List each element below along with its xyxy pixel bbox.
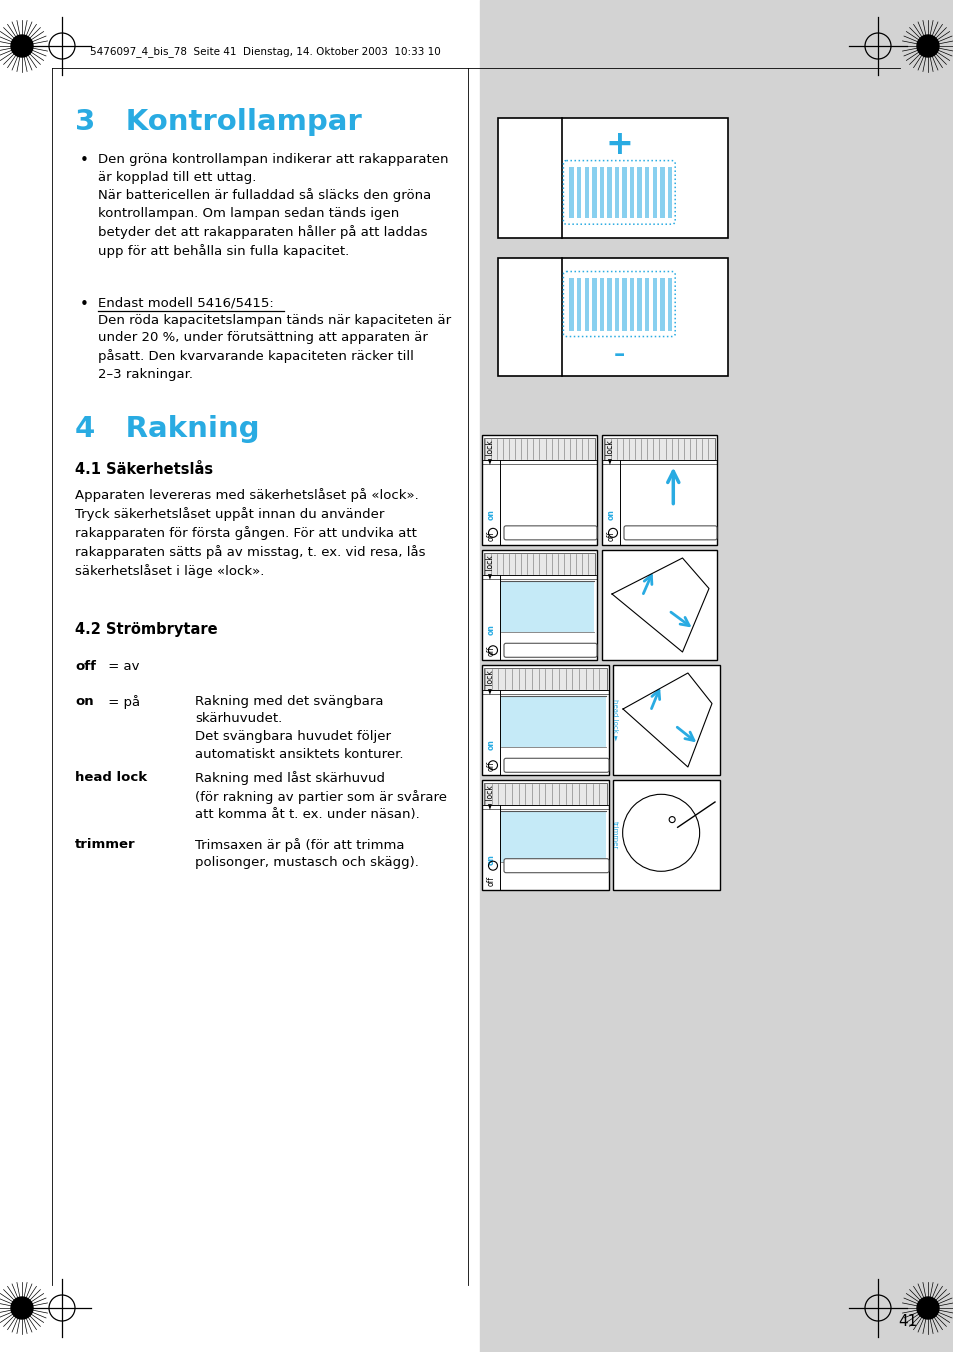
Text: off: off: [606, 531, 615, 541]
Bar: [614, 166, 618, 218]
Bar: [652, 277, 657, 330]
Text: on: on: [486, 623, 495, 634]
Text: Den gröna kontrollampan indikerar att rakapparaten
är kopplad till ett uttag.
Nä: Den gröna kontrollampan indikerar att ra…: [98, 153, 448, 258]
Bar: [483, 438, 595, 460]
Bar: [629, 166, 634, 218]
Text: on: on: [75, 695, 93, 708]
FancyBboxPatch shape: [563, 161, 675, 224]
Bar: [621, 166, 626, 218]
FancyBboxPatch shape: [563, 272, 675, 337]
Text: •: •: [80, 297, 89, 312]
Bar: [500, 696, 605, 748]
Bar: [601, 550, 717, 660]
Bar: [603, 438, 714, 460]
Text: 5476097_4_bis_78  Seite 41  Dienstag, 14. Oktober 2003  10:33 10: 5476097_4_bis_78 Seite 41 Dienstag, 14. …: [90, 46, 440, 57]
Circle shape: [916, 1297, 938, 1320]
FancyBboxPatch shape: [503, 758, 608, 772]
Bar: [599, 166, 603, 218]
Bar: [613, 780, 720, 890]
Text: Apparaten levereras med säkerhetslåset på «lock».
Tryck säkerhetslåset uppåt inn: Apparaten levereras med säkerhetslåset p…: [75, 488, 425, 577]
Bar: [592, 166, 596, 218]
Text: 4.1 Säkerhetslås: 4.1 Säkerhetslås: [75, 462, 213, 477]
Circle shape: [11, 35, 33, 57]
Bar: [606, 277, 611, 330]
Bar: [614, 277, 618, 330]
Text: head lock ►: head lock ►: [612, 699, 618, 741]
FancyBboxPatch shape: [503, 644, 597, 657]
FancyBboxPatch shape: [503, 859, 608, 872]
Text: trimmer: trimmer: [75, 838, 135, 850]
Text: off: off: [486, 876, 495, 887]
Text: off: off: [486, 761, 495, 771]
Bar: [659, 277, 664, 330]
Bar: [667, 277, 671, 330]
Text: = på: = på: [104, 695, 140, 708]
Bar: [644, 277, 649, 330]
Bar: [483, 553, 595, 575]
Text: Rakning med låst skärhuvud
(för rakning av partier som är svårare
att komma åt t: Rakning med låst skärhuvud (för rakning …: [194, 771, 447, 822]
Text: •: •: [80, 153, 89, 168]
Bar: [500, 811, 605, 863]
Text: Rakning med det svängbara
skärhuvudet.
Det svängbara huvudet följer
automatiskt : Rakning med det svängbara skärhuvudet. D…: [194, 695, 403, 760]
Bar: [483, 668, 606, 690]
Text: trimmer: trimmer: [612, 821, 618, 849]
Text: ◄ lock: ◄ lock: [486, 671, 495, 694]
FancyBboxPatch shape: [503, 526, 597, 539]
Text: 4   Rakning: 4 Rakning: [75, 415, 259, 443]
Bar: [667, 166, 671, 218]
Text: 3   Kontrollampar: 3 Kontrollampar: [75, 108, 361, 137]
Text: 41: 41: [898, 1314, 917, 1329]
Bar: [659, 166, 664, 218]
Text: on: on: [486, 738, 495, 749]
Bar: [481, 435, 597, 545]
Bar: [584, 166, 588, 218]
Bar: [584, 277, 588, 330]
Bar: [500, 581, 594, 633]
Bar: [481, 665, 608, 775]
Bar: [497, 118, 727, 238]
Bar: [599, 277, 603, 330]
Bar: [629, 277, 634, 330]
Text: on: on: [606, 508, 615, 519]
Bar: [606, 166, 611, 218]
Text: +: +: [605, 128, 633, 161]
Bar: [569, 277, 574, 330]
Bar: [592, 277, 596, 330]
Bar: [497, 258, 727, 376]
Text: on: on: [486, 853, 495, 865]
Bar: [613, 665, 720, 775]
Bar: [637, 166, 641, 218]
Bar: [479, 0, 953, 1352]
Bar: [637, 277, 641, 330]
Text: on: on: [486, 508, 495, 519]
Bar: [644, 166, 649, 218]
Circle shape: [916, 35, 938, 57]
Text: –: –: [613, 345, 624, 365]
Text: 4.2 Strömbrytare: 4.2 Strömbrytare: [75, 622, 217, 637]
Bar: [601, 435, 717, 545]
Text: off: off: [486, 646, 495, 656]
Text: ◄ lock: ◄ lock: [486, 556, 495, 579]
Text: ◄ lock: ◄ lock: [606, 441, 615, 464]
Bar: [569, 166, 574, 218]
Bar: [481, 550, 597, 660]
Text: ◄ lock: ◄ lock: [486, 441, 495, 464]
Bar: [483, 783, 606, 804]
FancyBboxPatch shape: [623, 526, 717, 539]
Text: Trimsaxen är på (för att trimma
polisonger, mustasch och skägg).: Trimsaxen är på (för att trimma polisong…: [194, 838, 418, 869]
Bar: [621, 277, 626, 330]
Text: head lock: head lock: [75, 771, 147, 784]
Text: off: off: [75, 660, 96, 673]
Text: Den röda kapacitetslampan tänds när kapaciteten är
under 20 %, under förutsättni: Den röda kapacitetslampan tänds när kapa…: [98, 314, 451, 381]
Circle shape: [11, 1297, 33, 1320]
Bar: [577, 166, 580, 218]
Bar: [577, 277, 580, 330]
Text: ◄ lock: ◄ lock: [486, 786, 495, 808]
Text: off: off: [486, 531, 495, 541]
Bar: [652, 166, 657, 218]
Text: Endast modell 5416/5415:: Endast modell 5416/5415:: [98, 297, 274, 310]
Bar: [481, 780, 608, 890]
Text: = av: = av: [104, 660, 139, 673]
